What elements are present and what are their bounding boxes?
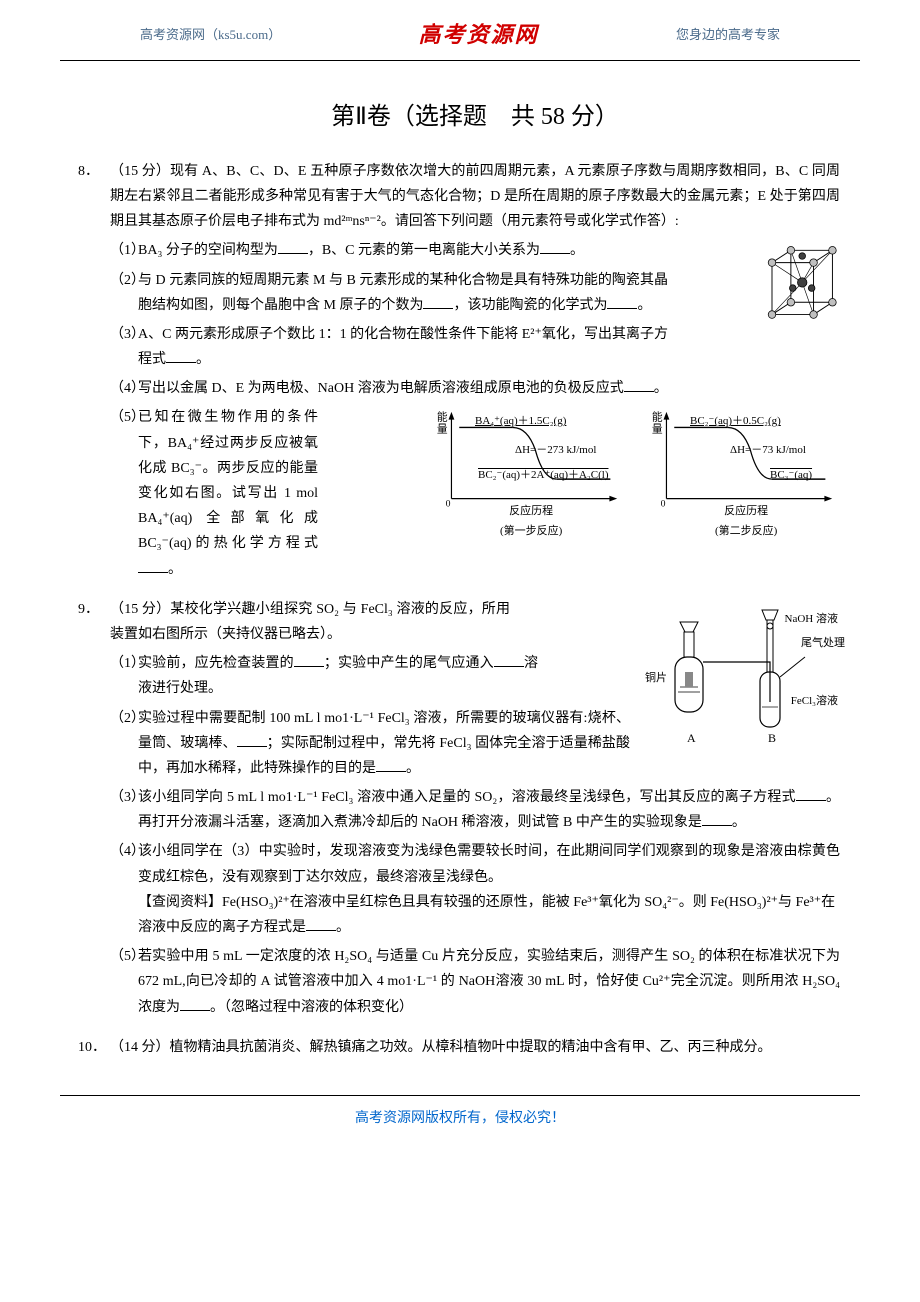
q8-number: 8． — [78, 159, 99, 184]
q8-part1: （1） BA₃ 分子的空间构型为 ，B、C 元素的第一电离能大小关系为 。 — [110, 238, 840, 263]
blank — [138, 572, 168, 573]
header-center-logo: 高考资源网 — [419, 15, 539, 55]
q8-p1-b: ，B、C 元素的第一电离能大小关系为 — [308, 243, 540, 258]
q10-intro: 植物精油具抗菌消炎、解热镇痛之功效。从樟科植物叶中提取的精油中含有甲、乙、丙三种… — [170, 1040, 772, 1055]
q8-p5-a: 已知在微生物作用的条件下，BA₄⁺经过两步反应被氧化成 BC₃⁻。两步反应的能量… — [138, 410, 318, 551]
q8-part3: （3） A、C 两元素形成原子个数比 1：1 的化合物在酸性条件下能将 E²⁺氧… — [110, 322, 840, 372]
question-8: 8． （15 分）现有 A、B、C、D、E 五种原子序数依次增大的前四周期元素，… — [110, 159, 840, 582]
question-10: 10． （14 分）植物精油具抗菌消炎、解热镇痛之功效。从樟科植物叶中提取的精油… — [110, 1035, 840, 1060]
q9-p3-num: （3） — [110, 785, 145, 810]
q9-part2: （2） 实验过程中需要配制 100 mL l mo1·L⁻¹ FeCl₃ 溶液，… — [110, 706, 840, 782]
q8-p4-num: （4） — [110, 376, 145, 401]
q8-p5-num: （5） — [110, 405, 145, 430]
blank — [237, 746, 267, 747]
q9-part4: （4） 该小组同学在（3）中实验时，发现溶液变为浅绿色需要较长时间，在此期间同学… — [110, 839, 840, 889]
q8-p1-c: 。 — [570, 243, 584, 258]
q8-p2-num: （2） — [110, 268, 145, 293]
blank — [294, 666, 324, 667]
q10-points: （14 分） — [110, 1040, 170, 1055]
blank — [702, 825, 732, 826]
q8-part2: （2） 与 D 元素同族的短周期元素 M 与 B 元素形成的某种化合物是具有特殊… — [110, 268, 840, 318]
blank — [624, 391, 654, 392]
blank — [180, 1010, 210, 1011]
q8-p4-b: 。 — [654, 381, 668, 396]
q8-p1-num: （1） — [110, 238, 145, 263]
q9-p5-num: （5） — [110, 944, 145, 969]
q8-points: （15 分） — [110, 164, 170, 179]
page-footer: 高考资源网版权所有，侵权必究！ — [60, 1095, 860, 1156]
q8-p3-a: A、C 两元素形成原子个数比 1：1 的化合物在酸性条件下能将 E²⁺氧化，写出… — [138, 327, 668, 367]
blank — [423, 308, 453, 309]
q9-p1-b: ；实验中产生的尾气应通入 — [324, 656, 494, 671]
q9-p5-b: 。（忽略过程中溶液的体积变化） — [210, 1000, 413, 1015]
q9-p1-num: （1） — [110, 651, 145, 676]
q9-intro: 某校化学兴趣小组探究 SO₂ 与 FeCl₃ 溶液的反应，所用装置如右图所示（夹… — [110, 602, 510, 642]
q9-part3: （3） 该小组同学向 5 mL l mo1·L⁻¹ FeCl₃ 溶液中通入足量的… — [110, 785, 840, 835]
q9-res-b: 。 — [336, 920, 350, 935]
q9-p3-c: 。 — [732, 815, 746, 830]
q9-res-label: 【查阅资料】 — [138, 890, 222, 915]
q8-p3-b: 。 — [196, 352, 210, 367]
q9-p2-num: （2） — [110, 706, 145, 731]
q9-p4-num: （4） — [110, 839, 145, 864]
page-header: 高考资源网（ks5u.com） 高考资源网 您身边的高考专家 — [60, 0, 860, 61]
q9-p1-a: 实验前，应先检查装置的 — [138, 656, 294, 671]
q9-part5: （5） 若实验中用 5 mL 一定浓度的浓 H₂SO₄ 与适量 Cu 片充分反应… — [110, 944, 840, 1020]
main-content: 第Ⅱ卷（选择题 共 58 分） 8． （15 分）现有 A、B、C、D、E 五种… — [0, 61, 920, 1095]
section-title: 第Ⅱ卷（选择题 共 58 分） — [110, 96, 840, 139]
header-left-text: 高考资源网（ks5u.com） — [140, 23, 281, 46]
blank — [166, 362, 196, 363]
q8-part5: （5） 已知在微生物作用的条件下，BA₄⁺经过两步反应被氧化成 BC₃⁻。两步反… — [110, 405, 840, 581]
blank — [796, 800, 826, 801]
blank — [607, 308, 637, 309]
q10-number: 10． — [78, 1035, 106, 1060]
blank — [540, 253, 570, 254]
q9-res-a: Fe(HSO₃)²⁺在溶液中呈红棕色且具有较强的还原性，能被 Fe³⁺氧化为 S… — [138, 895, 835, 935]
q8-part4: （4） 写出以金属 D、E 为两电极、NaOH 溶液为电解质溶液组成原电池的负极… — [110, 376, 840, 401]
blank — [494, 666, 524, 667]
blank — [278, 253, 308, 254]
question-9: A B NaOH 溶液 尾气处理 铜片 FeCl₃溶液 9． （15 分）某校化… — [110, 597, 840, 1020]
q9-p4-text: 该小组同学在（3）中实验时，发现溶液变为浅绿色需要较长时间，在此期间同学们观察到… — [138, 844, 840, 884]
q9-number: 9． — [78, 597, 99, 622]
q8-p5-b: 。 — [168, 562, 182, 577]
blank — [376, 771, 406, 772]
app-naoh: NaOH 溶液 — [785, 610, 838, 630]
q9-resource: 【查阅资料】Fe(HSO₃)²⁺在溶液中呈红棕色且具有较强的还原性，能被 Fe³… — [110, 890, 840, 940]
q8-p3-num: （3） — [110, 322, 145, 347]
q8-p2-b: ，该功能陶瓷的化学式为 — [453, 298, 607, 313]
q8-p4-a: 写出以金属 D、E 为两电极、NaOH 溶液为电解质溶液组成原电池的负极反应式 — [138, 381, 624, 396]
q9-p2-c: 。 — [406, 761, 420, 776]
q9-p3-a: 该小组同学向 5 mL l mo1·L⁻¹ FeCl₃ 溶液中通入足量的 SO₂… — [138, 790, 796, 805]
q8-p2-c: 。 — [637, 298, 651, 313]
q8-p1-a: BA₃ 分子的空间构型为 — [138, 243, 278, 258]
header-right-text: 您身边的高考专家 — [676, 23, 780, 46]
q9-part1: （1） 实验前，应先检查装置的；实验中产生的尾气应通入溶液进行处理。 — [110, 651, 840, 701]
blank — [306, 930, 336, 931]
q9-points: （15 分） — [110, 602, 170, 617]
q8-intro: 现有 A、B、C、D、E 五种原子序数依次增大的前四周期元素，A 元素原子序数与… — [110, 164, 840, 229]
